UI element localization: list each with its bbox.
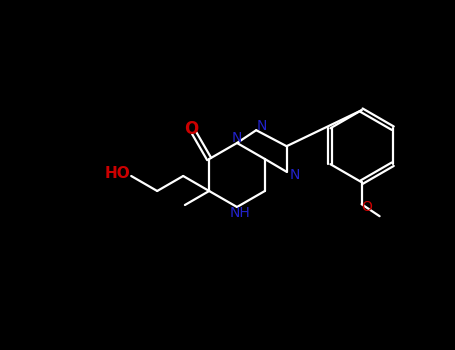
- Text: NH: NH: [230, 206, 250, 220]
- Text: N: N: [232, 131, 242, 145]
- Text: O: O: [361, 200, 372, 214]
- Text: HO: HO: [104, 167, 130, 182]
- Text: N: N: [289, 168, 300, 182]
- Text: N: N: [257, 119, 268, 133]
- Text: O: O: [184, 120, 198, 138]
